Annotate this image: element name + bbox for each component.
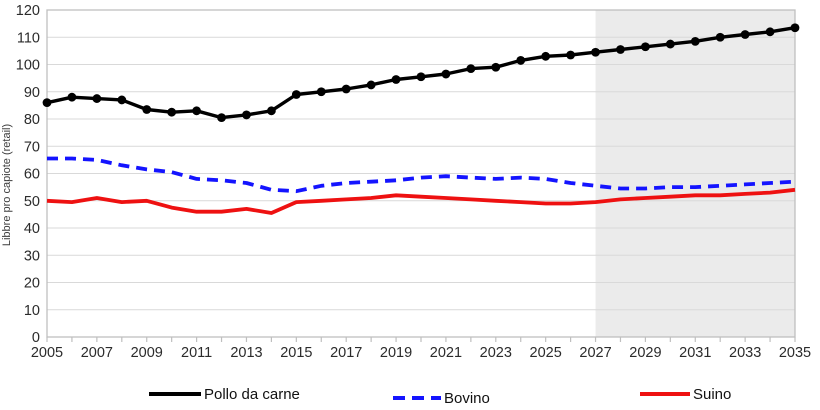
series-marker-pollo-da-carne (391, 75, 401, 84)
series-line-suino (46, 187, 796, 215)
series-marker-pollo-da-carne (690, 36, 700, 46)
y-axis-title: Libbre pro capiote (retail) (1, 124, 13, 246)
x-tick-label: 2033 (729, 345, 761, 361)
series-marker-pollo-da-carne (167, 107, 177, 117)
x-tick-label: 2011 (181, 345, 212, 361)
y-tick-label: 30 (24, 248, 40, 264)
series-marker-pollo-da-carne (616, 45, 625, 54)
y-tick-label: 70 (24, 139, 40, 155)
x-tick-label: 2023 (480, 345, 512, 361)
series-marker-pollo-da-carne (665, 39, 675, 49)
series-marker-pollo-da-carne (67, 92, 77, 102)
y-tick-label: 50 (24, 194, 40, 210)
x-tick-label: 2007 (81, 345, 113, 361)
series-marker-pollo-da-carne (516, 56, 526, 65)
series-marker-pollo-da-carne (192, 106, 202, 116)
series-marker-pollo-da-carne (316, 87, 326, 97)
x-tick-label: 2009 (131, 345, 163, 361)
series-marker-pollo-da-carne (740, 30, 750, 39)
y-tick-label: 80 (24, 112, 40, 128)
x-tick-label: 2021 (430, 345, 462, 361)
legend-swatch-suino (640, 392, 690, 396)
x-tick-label: 2035 (779, 345, 811, 361)
x-tick-label: 2017 (330, 345, 362, 361)
series-marker-pollo-da-carne (217, 113, 226, 123)
x-tick-label: 2025 (530, 345, 562, 361)
x-tick-label: 2015 (280, 345, 312, 361)
y-tick-label: 60 (24, 167, 40, 183)
series-marker-pollo-da-carne (117, 95, 127, 105)
series-marker-pollo-da-carne (441, 69, 451, 79)
series-marker-pollo-da-carne (566, 50, 575, 60)
y-tick-label: 120 (16, 3, 40, 19)
series-marker-pollo-da-carne (541, 51, 551, 61)
series-marker-pollo-da-carne (291, 90, 301, 99)
y-tick-label: 100 (16, 58, 40, 74)
series-line-bovino (47, 156, 796, 194)
series-marker-pollo-da-carne (242, 110, 251, 120)
legend-label-bovino: Bovino (444, 389, 490, 407)
x-tick-label: 2031 (679, 345, 711, 361)
series-marker-pollo-da-carne (466, 64, 476, 73)
series-marker-pollo-da-carne (641, 42, 650, 52)
x-tick-label: 2019 (380, 345, 412, 361)
x-tick-label: 2005 (31, 345, 63, 361)
series-marker-pollo-da-carne (790, 23, 800, 33)
series-marker-pollo-da-carne (42, 98, 52, 108)
legend-item-suino: Suino (640, 385, 732, 403)
y-tick-label: 10 (24, 303, 40, 319)
series-marker-pollo-da-carne (341, 84, 351, 94)
series-marker-pollo-da-carne (366, 80, 376, 90)
y-tick-label: 90 (24, 85, 40, 101)
y-tick-label: 0 (32, 330, 40, 346)
y-tick-label: 20 (24, 276, 40, 292)
legend-swatch-bovino (393, 396, 441, 400)
series-marker-pollo-da-carne (267, 106, 276, 116)
legend-item-bovino: Bovino (393, 389, 490, 407)
legend-label-pollo-da-carne: Pollo da carne (204, 385, 300, 403)
series-marker-pollo-da-carne (765, 27, 775, 37)
legend-item-pollo-da-carne: Pollo da carne (149, 385, 300, 403)
x-tick-label: 2029 (629, 345, 661, 361)
series-marker-pollo-da-carne (591, 47, 600, 57)
legend-swatch-pollo-da-carne (149, 392, 201, 396)
series-marker-pollo-da-carne (142, 105, 152, 114)
line-chart: Libbre pro capiote (retail) 2005 2007 2009… (1, 3, 811, 361)
y-tick-label: 110 (17, 30, 40, 46)
legend-label-suino: Suino (693, 385, 732, 403)
y-tick-label: 40 (24, 221, 40, 237)
x-tick-label: 2027 (579, 345, 611, 361)
series-marker-pollo-da-carne (715, 32, 725, 42)
series-marker-pollo-da-carne (491, 62, 501, 72)
series-marker-pollo-da-carne (92, 94, 102, 103)
x-tick-label: 2013 (230, 345, 262, 361)
series-marker-pollo-da-carne (416, 72, 426, 82)
